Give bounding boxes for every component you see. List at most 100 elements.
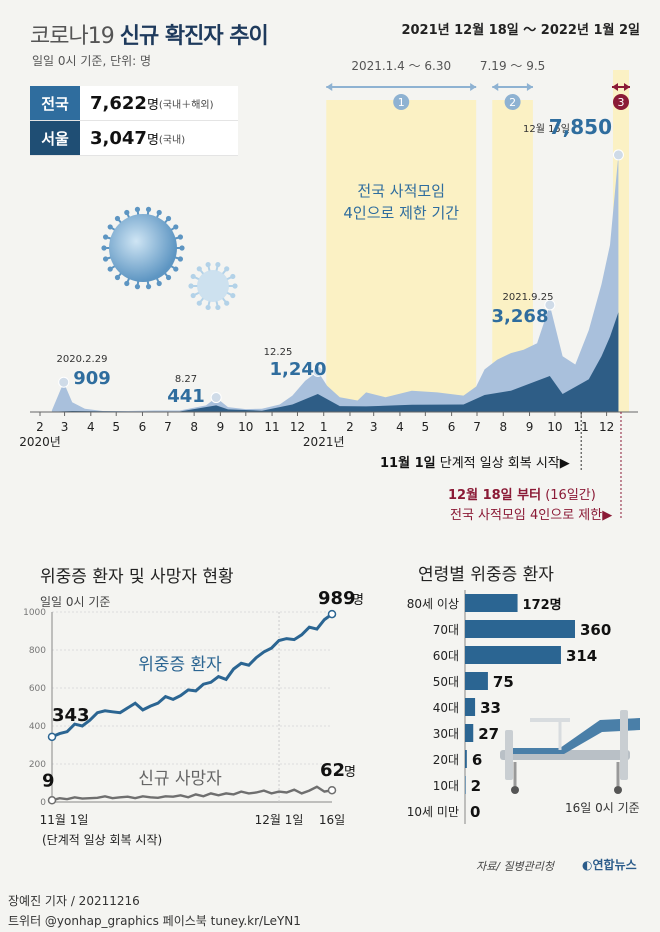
x-label: 11월 1일 [40,813,89,827]
virus-spike-tip [145,206,152,212]
period-1-right-arrow-icon [470,83,477,91]
bar-category: 80세 이상 [407,597,459,611]
bar-category: 20대 [433,753,459,767]
bar-value: 2 [471,777,481,795]
seoul-unit: 명 [146,132,159,148]
period-3-label: 2021년 12월 18일 ～ 2022년 1월 2일 [401,22,640,38]
series-start-point [47,732,57,742]
bar [465,776,466,794]
peak-marker [544,299,556,311]
x-tick-label: 7 [164,420,172,434]
peak-value: 1,240 [270,359,327,380]
virus-spike-tip [188,283,194,289]
bar [465,750,467,768]
age-bar-chart: 연령별 위중증 환자 80세 이상 172명 70대 360 60대 314 50대 75 40대… [407,565,640,824]
bar [465,646,561,664]
virus-spike-tip [173,224,179,230]
event-nov-arrow-icon: ▶ [559,456,570,471]
death-start-label: 9 [42,770,55,791]
x-label: 16일 [319,813,345,827]
virus-spike-tip [177,256,184,262]
virus-spike-tip [196,266,202,272]
line-chart-subtitle: 일일 0시 기준 [40,595,110,609]
source-text: 자료/ 질병관리청 [476,860,555,873]
bar-value: 360 [580,621,611,639]
period-3-num: 3 [617,96,624,109]
x-note: (단계적 일상 회복 시작) [42,833,162,847]
virus-spike-tip [156,280,162,287]
virus-spike-tip [134,284,141,290]
period-3-left-arrow-icon [611,83,618,91]
x-tick-label: 10 [238,420,253,434]
virus-spike-tip [124,280,130,287]
severe-start-label: 343 [52,705,90,726]
bar-value: 27 [478,725,499,743]
peak-marker [210,392,222,404]
x-tick-label: 10 [547,420,562,434]
virus-spike-tip [224,300,230,306]
peak-value: 3,268 [492,306,549,327]
virus-small-icon [197,270,229,302]
bar-category: 40대 [433,701,459,715]
period-3-right-arrow-icon [623,83,630,91]
bar [465,620,575,638]
peak-value: 909 [73,368,111,389]
seoul-value: 3,047 [90,127,147,149]
virus-spike-tip [165,274,172,281]
x-tick-label: 6 [139,420,147,434]
peak-value: 7,850 [549,115,612,139]
national-value: 7,622 [90,92,147,114]
peak-marker [58,376,70,388]
year-label-2021: 2021년 [303,435,345,449]
virus-spike-tip [114,274,121,281]
x-tick-label: 3 [61,420,69,434]
peak-date: 2021.9.25 [503,292,554,303]
severe-end-unit: 명 [352,593,364,608]
virus-spike-tip [179,245,185,251]
virus-spike-tip [173,266,179,272]
severe-end-label: 989 [318,588,356,609]
death-line [51,785,333,802]
x-tick-label: 7 [473,420,481,434]
event-dec-days: (16일간) [545,488,596,503]
x-tick-label: 5 [422,420,430,434]
series-end-point [327,609,337,619]
peak-date: 12.25 [264,347,293,358]
event-dec-desc: 전국 사적모임 4인으로 제한▶ [450,504,612,523]
summary-box: 전국 7,622 명 (국내＋해외) 서울 3,047 명 (국내) [30,86,238,156]
x-label: 12월 1일 [255,813,304,827]
period-note-2: 4인으로 제한 기간 [343,204,459,222]
peak-value: 441 [167,386,205,407]
x-tick-label: 9 [526,420,534,434]
event-nov: 11월 1일 단계적 일상 회복 시작▶ [380,452,570,471]
x-tick-label: 1 [320,420,328,434]
virus-spike-tip [156,209,162,216]
x-tick-label: 9 [217,420,225,434]
line-chart-title: 위중증 환자 및 사망자 현황 [40,567,234,587]
event-nov-date: 11월 1일 [380,456,436,471]
bar [465,672,488,690]
series-start-point [47,796,57,805]
period-1-band [326,100,477,412]
x-tick-label: 5 [112,420,120,434]
bar-chart-title: 연령별 위중증 환자 [418,565,554,585]
credit-text: 장예진 기자 / 20211216 [8,894,140,908]
peak-date: 2020.2.29 [57,354,108,365]
national-note: (국내＋해외) [158,99,214,111]
chart-subtitle: 일일 0시 기준, 단위: 명 [32,54,152,68]
bar-category: 10대 [433,779,459,793]
hospital-bed-icon [500,710,640,794]
virus-spike-tip [230,292,236,299]
y-tick-label: 600 [29,684,46,694]
national-badge: 전국 [30,86,80,120]
virus-spike-tip [101,245,107,251]
event-nov-text: 단계적 일상 회복 시작 [439,456,560,471]
bar [465,698,476,716]
logo-text: 연합뉴스 [592,858,637,872]
virus-spike-tip [102,234,109,240]
severe-line [51,612,333,739]
x-tick-label: 11 [264,420,279,434]
virus-spike-tip [102,256,109,262]
